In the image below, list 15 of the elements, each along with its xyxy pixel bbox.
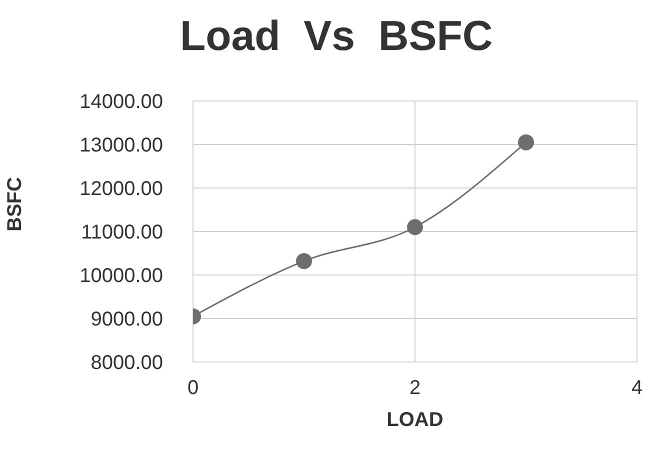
y-tick-label: 10000.00	[80, 265, 163, 288]
y-tick-label: 9000.00	[90, 308, 163, 331]
point	[518, 134, 534, 150]
y-tick-label: 11000.00	[81, 222, 163, 244]
y-tick-label: 14000.00	[80, 91, 163, 114]
x-tick-label: 2	[409, 377, 421, 400]
y-tick-label: 8000.00	[90, 352, 163, 374]
x-axis-title: LOAD	[386, 409, 444, 432]
chart-title: Load Vs BSFC	[180, 12, 493, 60]
y-axis-title: BSFC	[4, 177, 26, 232]
point	[407, 219, 423, 236]
y-tick-label: 13000.00	[80, 134, 163, 157]
x-tick-label: 0	[187, 377, 199, 400]
y-tick-label: 12000.00	[80, 178, 163, 200]
x-tick-label: 4	[631, 377, 643, 400]
